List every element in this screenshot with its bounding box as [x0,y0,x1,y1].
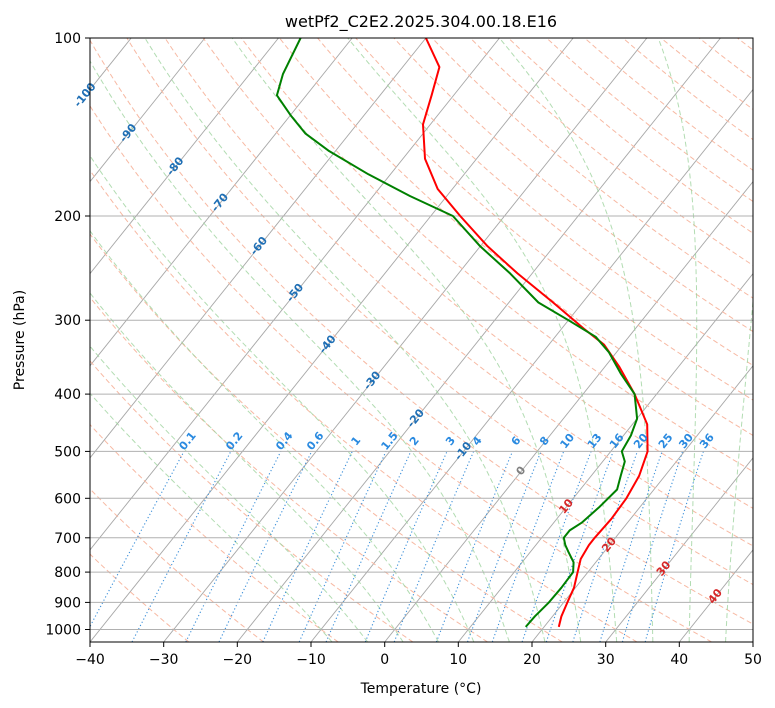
dry-adiabat [393,38,753,333]
dry-adiabat [90,169,638,642]
x-tick-label: −20 [223,652,253,668]
isotherm-line [90,38,500,551]
isotherm-line [90,38,279,275]
x-tick-label: −40 [75,652,105,668]
x-tick-label: −10 [296,652,326,668]
mixing-ratio-line [298,451,387,642]
y-tick-label: 500 [54,444,81,460]
moist-adiabat [90,60,510,642]
moist-adiabat [725,295,753,642]
y-axis: 1000 900 800 700 600 500 400 300 200 100 [45,31,90,639]
x-tick-label: 10 [449,652,467,668]
x-tick-label: 30 [597,652,615,668]
dry-adiabat [90,423,339,642]
isotherm-line [90,38,206,183]
moist-adiabat [231,38,582,642]
isotherm-line [163,38,648,642]
dry-adiabat [90,296,488,642]
dry-adiabat [622,38,753,141]
y-tick-label: 400 [54,387,81,403]
x-tick-label: 40 [670,652,688,668]
dry-adiabat [546,38,753,203]
moist-adiabat [657,38,698,642]
dewpoint-profile-line [275,38,639,628]
isotherm-line [90,38,353,367]
y-tick-label: 700 [54,531,81,547]
y-tick-label: 900 [54,595,81,611]
dry-adiabat [164,38,753,547]
mixing-ratio-line [491,451,565,642]
dry-adiabat [202,38,753,509]
plot-frame [89,37,754,643]
dry-adiabat [90,233,563,642]
chart-title: wetPf2_C2E2.2025.304.00.18.E16 [285,12,557,32]
mixing-ratio-line [262,451,353,642]
moist-adiabat [90,345,369,642]
moist-adiabat [90,230,439,642]
pressure-gridlines [90,38,753,630]
mixing-ratio-line [644,451,704,642]
mixing-ratio-line [325,451,412,642]
x-tick-label: 20 [523,652,541,668]
dry-adiabat [317,38,753,401]
isotherm-line [457,272,753,642]
isotherm-line [384,180,753,642]
moist-adiabat [499,38,654,642]
moist-adiabat [90,392,333,642]
x-tick-label: 50 [744,652,762,668]
isotherm-line [310,88,753,642]
mixing-ratio-line [572,451,638,642]
dry-adiabat [126,38,753,586]
y-axis-label: Pressure (hPa) [12,290,28,390]
y-tick-label: 100 [54,31,81,47]
mixing-ratio-line [621,451,684,642]
y-tick-label: 800 [54,565,81,581]
isotherm-line [90,38,427,459]
dry-adiabat [279,38,753,437]
isotherm-line [531,365,753,642]
mixing-ratio-line [185,451,282,642]
x-axis-label: Temperature (°C) [360,681,482,697]
x-tick-label: −30 [149,652,179,668]
isotherm-line [90,38,574,642]
dry-adiabat [90,360,414,642]
background-lines [90,38,753,642]
dry-adiabat [90,105,712,642]
y-tick-label: 1000 [45,623,81,639]
isotherm-line [236,38,721,642]
mixing-ratio-line [599,451,663,642]
isotherm-line [605,457,753,642]
x-axis: −40 −30 −20 −10 0 10 20 30 40 50 [75,642,762,668]
mixing-ratio-line [521,451,592,642]
moist-adiabat [144,38,546,642]
mixing-ratio-line [90,451,185,628]
y-tick-label: 200 [54,209,81,225]
mixing-ratio-line [218,451,313,642]
dry-adiabat [90,39,753,625]
mixing-ratio-line [466,451,542,642]
dry-adiabat [469,38,753,266]
mixing-ratio-line [545,451,614,642]
y-tick-label: 600 [54,491,81,507]
x-tick-label: 0 [380,652,389,668]
profile-lines [275,38,649,628]
dry-adiabat [90,488,264,642]
moist-adiabat [90,292,404,642]
y-tick-label: 300 [54,313,81,329]
